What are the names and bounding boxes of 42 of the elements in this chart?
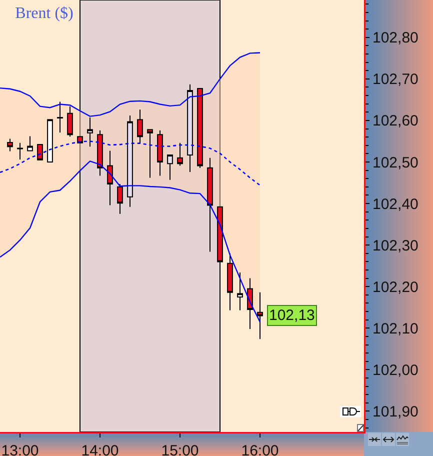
candlestick [97, 130, 103, 176]
candlestick [157, 130, 163, 176]
chart-title: Brent ($) [15, 5, 74, 22]
candlestick [37, 144, 43, 160]
candlestick [187, 84, 193, 172]
candlestick [147, 129, 153, 178]
candlestick [87, 117, 93, 148]
candlestick [107, 150, 113, 206]
candlestick [227, 252, 233, 311]
x-tick-label: 14:00 [81, 442, 119, 456]
y-tick-label: 102,30 [372, 237, 418, 254]
x-tick-label: 16:00 [241, 442, 279, 456]
candlestick [207, 157, 213, 252]
candlestick [57, 101, 63, 134]
candlestick [47, 119, 53, 162]
annotation: 102,13 [269, 307, 315, 324]
candlestick [67, 106, 73, 138]
x-tick-label: 13:00 [1, 442, 39, 456]
candlestick [117, 184, 123, 214]
line-series [0, 160, 261, 323]
y-tick-label: 102,60 [372, 112, 418, 130]
candlestick [7, 138, 13, 152]
line-series [0, 140, 261, 186]
y-tick-label: 102,10 [372, 320, 418, 338]
y-tick-label: 102,70 [372, 71, 418, 88]
line-series [0, 52, 261, 117]
candlestick [17, 142, 23, 160]
candlestick [197, 88, 203, 168]
candlestick [257, 292, 263, 340]
y-tick-label: 102,40 [372, 196, 418, 213]
candlestick [127, 114, 133, 208]
y-tick-label: 102,50 [372, 154, 418, 172]
candlestick [177, 142, 183, 166]
candlestick [237, 272, 243, 311]
y-tick-label: 102,80 [372, 30, 418, 47]
y-tick-label: 102,00 [372, 362, 418, 379]
candlestick [167, 154, 173, 180]
candlestick [27, 136, 33, 152]
candlestick [137, 109, 143, 144]
y-tick-label: 102,20 [372, 278, 418, 296]
x-tick-label: 15:00 [161, 442, 199, 456]
y-tick-label: 101,90 [372, 403, 418, 420]
